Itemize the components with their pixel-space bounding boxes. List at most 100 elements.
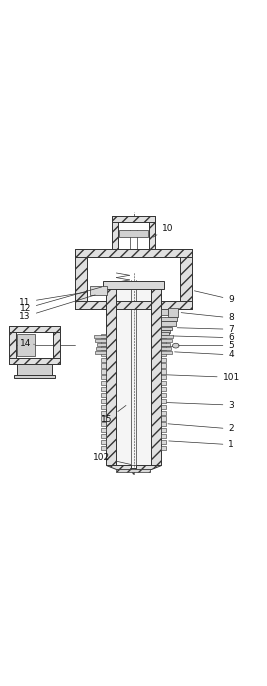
- Text: 2: 2: [168, 424, 234, 434]
- Bar: [112, 216, 155, 222]
- Bar: [161, 351, 172, 354]
- Bar: [161, 393, 166, 397]
- Bar: [101, 364, 106, 368]
- Bar: [53, 326, 60, 364]
- Bar: [9, 357, 60, 364]
- Polygon shape: [136, 464, 161, 469]
- Bar: [9, 326, 60, 333]
- Bar: [101, 416, 106, 421]
- Text: 7: 7: [177, 324, 234, 334]
- Bar: [161, 340, 166, 344]
- Bar: [161, 327, 172, 331]
- Bar: [161, 399, 166, 403]
- Bar: [87, 257, 180, 300]
- Ellipse shape: [172, 343, 179, 348]
- Bar: [161, 434, 166, 438]
- Bar: [101, 393, 106, 397]
- Bar: [161, 416, 166, 421]
- Text: 6: 6: [173, 333, 234, 342]
- Bar: [161, 339, 172, 342]
- Text: 4: 4: [175, 351, 234, 359]
- Bar: [168, 308, 178, 317]
- Bar: [101, 423, 106, 427]
- Bar: [161, 410, 166, 415]
- Bar: [161, 369, 166, 374]
- Bar: [17, 364, 52, 375]
- Text: 14: 14: [19, 338, 34, 348]
- Bar: [161, 381, 166, 386]
- Text: 3: 3: [167, 401, 234, 410]
- Bar: [96, 346, 106, 350]
- Bar: [161, 352, 166, 356]
- Bar: [161, 357, 166, 362]
- Text: 102: 102: [93, 453, 131, 464]
- Bar: [101, 405, 106, 409]
- Text: 13: 13: [19, 295, 95, 321]
- Polygon shape: [106, 464, 131, 469]
- Bar: [161, 334, 166, 338]
- Bar: [101, 410, 106, 415]
- Bar: [161, 375, 166, 379]
- Text: 8: 8: [181, 313, 234, 322]
- Bar: [116, 469, 150, 473]
- Text: 15: 15: [101, 405, 126, 424]
- Bar: [14, 375, 55, 378]
- Bar: [101, 446, 106, 450]
- Bar: [75, 300, 192, 309]
- Text: 11: 11: [19, 292, 87, 307]
- Bar: [161, 343, 171, 346]
- Text: 5: 5: [179, 341, 234, 350]
- Bar: [151, 285, 161, 464]
- Bar: [161, 329, 171, 333]
- Bar: [161, 423, 166, 427]
- Bar: [101, 346, 106, 350]
- Text: 1: 1: [169, 440, 234, 449]
- Bar: [161, 387, 166, 391]
- Bar: [101, 357, 106, 362]
- Bar: [101, 434, 106, 438]
- Bar: [161, 428, 166, 432]
- Bar: [95, 351, 106, 354]
- Text: 101: 101: [167, 373, 240, 382]
- Bar: [75, 249, 87, 309]
- Bar: [118, 222, 149, 249]
- Bar: [161, 346, 171, 350]
- Bar: [161, 335, 173, 338]
- Bar: [101, 340, 106, 344]
- Bar: [161, 317, 177, 321]
- Bar: [103, 281, 164, 289]
- Bar: [161, 332, 169, 335]
- Bar: [106, 285, 116, 464]
- Text: 9: 9: [194, 291, 234, 304]
- Bar: [180, 249, 192, 309]
- Bar: [95, 339, 106, 342]
- Bar: [101, 399, 106, 403]
- Bar: [161, 321, 176, 326]
- Bar: [90, 286, 107, 296]
- Text: 12: 12: [19, 287, 102, 313]
- Polygon shape: [131, 469, 136, 474]
- Bar: [161, 346, 166, 350]
- Bar: [161, 309, 168, 316]
- Bar: [75, 249, 192, 257]
- Bar: [17, 334, 35, 356]
- Bar: [101, 381, 106, 386]
- Bar: [101, 352, 106, 356]
- Bar: [161, 405, 166, 409]
- Bar: [161, 440, 166, 444]
- Bar: [161, 446, 166, 450]
- Bar: [112, 216, 118, 249]
- Bar: [96, 343, 106, 346]
- Bar: [161, 364, 166, 368]
- Bar: [149, 216, 155, 249]
- Bar: [94, 335, 106, 338]
- Bar: [101, 334, 106, 338]
- Text: 10: 10: [153, 224, 174, 237]
- Bar: [116, 285, 151, 464]
- Bar: [101, 387, 106, 391]
- Bar: [101, 369, 106, 374]
- Bar: [120, 230, 147, 237]
- Bar: [16, 333, 53, 357]
- Bar: [9, 326, 16, 364]
- Bar: [101, 375, 106, 379]
